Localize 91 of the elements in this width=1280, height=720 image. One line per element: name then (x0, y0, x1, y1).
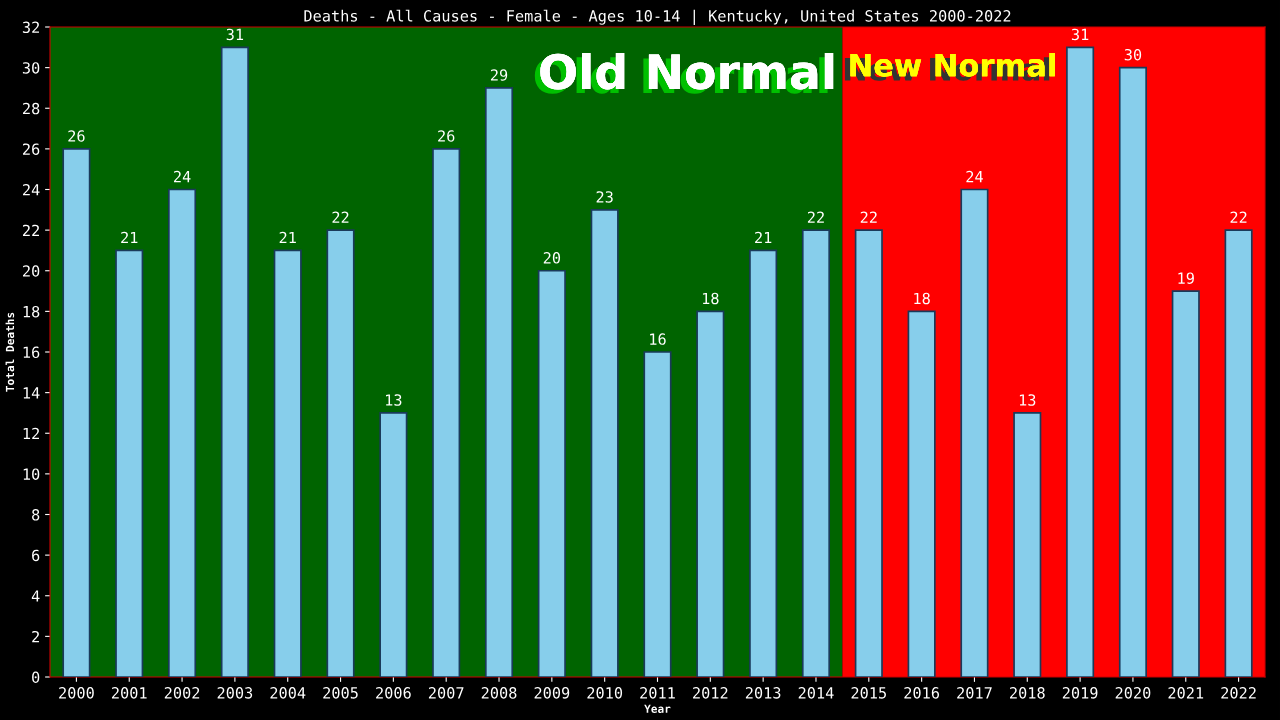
x-tick-label: 2015 (851, 687, 886, 699)
bar (643, 351, 672, 677)
x-tick-label: 2001 (111, 687, 147, 699)
bar (379, 412, 408, 677)
x-tick-label: 2010 (587, 687, 623, 699)
x-tick-label: 2004 (270, 687, 306, 699)
data-label: 18 (914, 292, 930, 305)
x-tick-label: 2008 (481, 687, 517, 699)
bar (326, 229, 355, 677)
data-label: 16 (650, 333, 666, 345)
data-label: 21 (121, 231, 138, 244)
data-label: 29 (490, 69, 508, 81)
data-label: 24 (174, 170, 191, 183)
bar (1118, 66, 1147, 677)
data-label: 30 (1124, 48, 1142, 61)
data-label: 26 (68, 130, 85, 142)
data-label: 18 (702, 292, 719, 305)
bar (62, 148, 91, 677)
data-label: 21 (755, 231, 772, 244)
y-tick-label: 18 (23, 305, 40, 318)
bar (854, 229, 883, 677)
x-tick-label: 2007 (428, 687, 464, 699)
x-tick-label: 2018 (1010, 687, 1045, 699)
y-tick-label: 0 (32, 671, 40, 684)
data-label: 22 (860, 211, 877, 223)
x-tick-label: 2017 (957, 687, 992, 699)
data-label: 13 (386, 394, 402, 406)
bar (432, 148, 461, 677)
data-label: 22 (1230, 211, 1247, 223)
y-tick-label: 6 (32, 549, 40, 562)
y-tick-label: 26 (23, 143, 40, 155)
y-tick-label: 8 (32, 509, 40, 521)
data-label: 20 (543, 252, 561, 264)
bar (1171, 290, 1200, 677)
bar (1066, 46, 1095, 677)
bar (749, 249, 778, 677)
data-label: 31 (226, 28, 244, 41)
bar (115, 249, 144, 677)
y-tick-label: 30 (22, 62, 40, 74)
y-tick-label: 14 (23, 387, 40, 399)
bar (590, 208, 619, 677)
x-tick-label: 2000 (59, 687, 94, 699)
y-tick-label: 22 (23, 224, 39, 236)
x-tick-label: 2020 (1115, 687, 1151, 699)
bar (801, 229, 831, 677)
y-tick-label: 16 (23, 346, 40, 359)
x-axis-title: Year (644, 704, 671, 713)
data-label: 22 (807, 211, 824, 223)
bar (960, 188, 989, 677)
band-label: Old Normal (534, 53, 834, 94)
data-label: 13 (1019, 394, 1036, 406)
y-tick-label: 4 (31, 590, 40, 602)
y-tick-label: 10 (23, 468, 40, 480)
x-tick-label: 2021 (1168, 687, 1204, 699)
y-tick-label: 20 (23, 265, 40, 277)
bar (537, 269, 566, 677)
y-tick-label: 12 (23, 427, 39, 440)
bar (168, 188, 197, 677)
x-tick-label: 2009 (534, 687, 570, 699)
y-tick-label: 32 (22, 21, 39, 34)
x-tick-label: 2019 (1062, 687, 1098, 699)
x-tick-label: 2022 (1221, 687, 1256, 699)
x-tick-label: 2005 (323, 687, 358, 699)
x-tick-label: 2012 (693, 687, 728, 699)
bar (273, 249, 302, 677)
data-label: 23 (596, 191, 613, 203)
bar (1013, 412, 1042, 677)
chart-title: Deaths - All Causes - Female - Ages 10-14 | Kentucky, United States 2000-2022 (304, 9, 1011, 26)
data-label: 22 (332, 211, 349, 223)
x-tick-label: 2011 (640, 687, 675, 699)
x-tick-label: 2016 (904, 687, 940, 699)
data-label: 24 (966, 170, 983, 183)
x-tick-label: 2003 (217, 687, 253, 699)
y-tick-label: 24 (23, 184, 40, 196)
data-label: 19 (1178, 272, 1194, 284)
bar (1224, 229, 1253, 677)
x-tick-label: 2006 (376, 687, 411, 699)
data-label: 31 (1071, 28, 1089, 41)
bar (220, 46, 249, 677)
bar (696, 310, 725, 677)
data-label: 21 (279, 231, 296, 244)
x-tick-label: 2014 (798, 687, 834, 699)
y-axis-title: Total Deaths (5, 312, 15, 392)
bar (907, 310, 936, 677)
y-tick-label: 2 (32, 630, 39, 643)
band-label: New Normal (844, 53, 1055, 81)
x-tick-label: 2013 (745, 687, 781, 699)
data-label: 26 (438, 130, 455, 142)
y-tick-label: 28 (23, 102, 40, 115)
x-tick-label: 2002 (164, 687, 200, 699)
bar (484, 87, 514, 677)
